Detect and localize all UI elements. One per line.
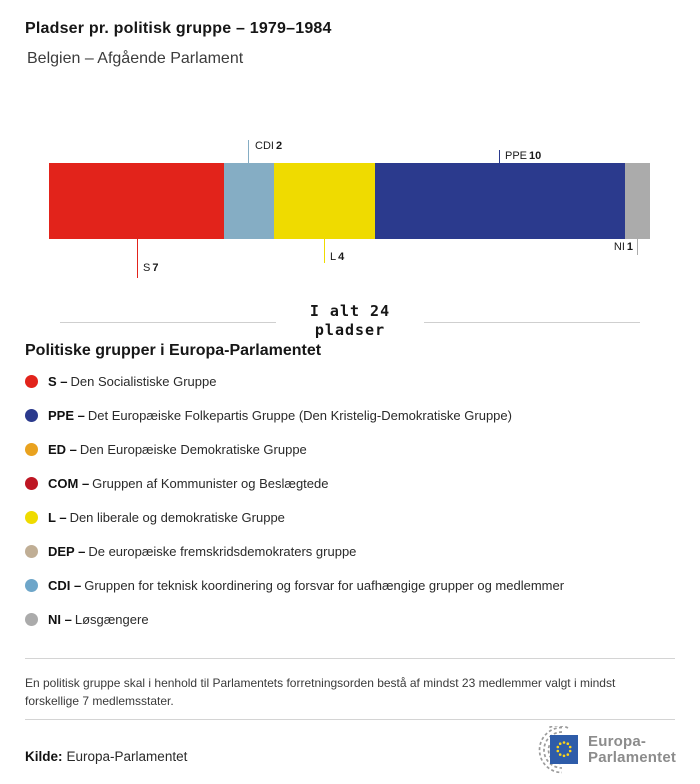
source-value: Europa-Parlamentet — [66, 749, 188, 764]
legend-abbr: S – — [48, 373, 68, 389]
legend-item-ni: NI – Løsgængere — [25, 602, 564, 636]
total-seats-label: I alt 24 pladser — [309, 302, 391, 339]
legend-color-dot — [25, 544, 38, 558]
legend-item-l: L – Den liberale og demokratiske Gruppe — [25, 500, 564, 534]
footnote: En politisk gruppe skal i henhold til Pa… — [25, 676, 616, 708]
legend-color-dot — [25, 476, 38, 490]
source-line: Kilde: Europa-Parlamentet — [25, 749, 187, 764]
legend-abbr: ED – — [48, 441, 77, 457]
legend-desc: Gruppen for teknisk koordinering og fors… — [84, 577, 565, 593]
legend-color-dot — [25, 510, 38, 524]
bar-segment-s — [49, 163, 225, 239]
legend: S – Den Socialistiske Gruppe PPE – Det Eur… — [25, 364, 564, 636]
hemicycle-logo-icon — [538, 726, 578, 774]
legend-item-s: S – Den Socialistiske Gruppe — [25, 364, 564, 398]
logo-wordmark: Europa- Parlamentet — [588, 733, 677, 766]
total-divider-left — [60, 322, 276, 323]
legend-abbr: COM – — [48, 475, 90, 491]
legend-heading: Politiske grupper i Europa-Parlamentet — [25, 342, 322, 359]
legend-item-ppe: PPE – Det Europæiske Folkepartis Gruppe (… — [25, 398, 564, 432]
legend-color-dot — [25, 374, 38, 388]
bar-segment-cdi — [224, 163, 275, 239]
legend-color-dot — [25, 612, 38, 626]
legend-desc: Det Europæiske Folkepartis Gruppe (Den K… — [87, 407, 512, 423]
callout-label-ppe: PPE 10 — [505, 150, 542, 162]
legend-abbr: NI – — [48, 611, 72, 627]
legend-abbr: DEP – — [48, 543, 86, 559]
legend-desc: Den liberale og demokratiske Gruppe — [69, 509, 285, 525]
callout-label-cdi: CDI 2 — [255, 140, 283, 152]
legend-abbr: CDI – — [48, 577, 82, 593]
legend-color-dot — [25, 578, 38, 592]
legend-item-com: COM – Gruppen af Kommunister og Beslægted… — [25, 466, 564, 500]
callout-tick-ppe — [499, 150, 500, 163]
total-divider-right — [424, 322, 640, 323]
legend-abbr: PPE – — [48, 407, 85, 423]
callout-tick-l — [324, 239, 325, 263]
legend-desc: Gruppen af Kommunister og Beslægtede — [92, 475, 329, 491]
legend-item-dep: DEP – De europæiske fremskridsdemokraters… — [25, 534, 564, 568]
callout-tick-s — [137, 239, 138, 278]
bar-segment-ppe — [374, 163, 625, 239]
legend-desc: Den Socialistiske Gruppe — [70, 373, 217, 389]
bar-segment-ni — [624, 163, 651, 239]
legend-color-dot — [25, 408, 38, 422]
callout-label-ni: NI 1 — [613, 241, 633, 253]
legend-desc: Den Europæiske Demokratiske Gruppe — [79, 441, 307, 457]
source-label: Kilde: — [25, 749, 63, 764]
legend-abbr: L – — [48, 509, 67, 525]
page-title: Pladser pr. politisk gruppe – 1979–1984 — [25, 20, 332, 37]
legend-item-cdi: CDI – Gruppen for teknisk koordinering og… — [25, 568, 564, 602]
european-parliament-logo: Europa- Parlamentet — [512, 726, 676, 774]
seat-bar — [49, 163, 651, 239]
legend-color-dot — [25, 442, 38, 456]
legend-desc: Løsgængere — [74, 611, 149, 627]
callout-tick-ni — [637, 239, 638, 255]
divider — [25, 719, 675, 720]
bar-segment-l — [274, 163, 375, 239]
page-subtitle: Belgien – Afgående Parlament — [27, 50, 244, 67]
legend-desc: De europæiske fremskridsdemokraters grup… — [88, 543, 357, 559]
divider — [25, 658, 675, 659]
legend-item-ed: ED – Den Europæiske Demokratiske Gruppe — [25, 432, 564, 466]
callout-tick-cdi — [248, 140, 249, 163]
